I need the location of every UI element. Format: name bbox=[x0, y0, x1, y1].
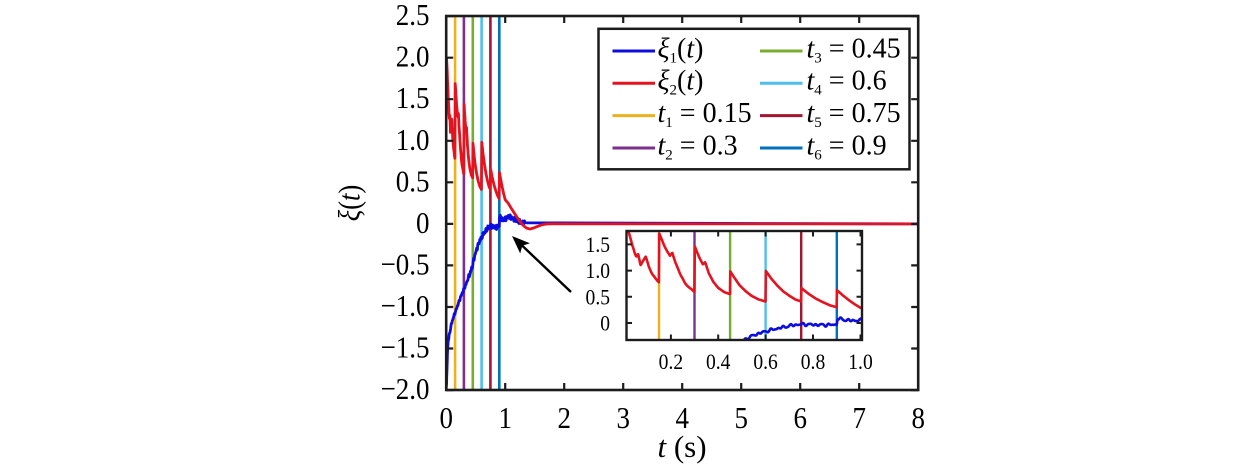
svg-text:0: 0 bbox=[600, 310, 610, 336]
svg-text:t3 = 0.45: t3 = 0.45 bbox=[807, 33, 901, 66]
svg-text:0.4: 0.4 bbox=[706, 349, 731, 375]
svg-text:−1.0: −1.0 bbox=[381, 289, 430, 323]
svg-text:4: 4 bbox=[675, 401, 689, 435]
svg-text:t2 = 0.3: t2 = 0.3 bbox=[658, 130, 738, 163]
svg-text:1: 1 bbox=[498, 401, 511, 435]
svg-text:−2.0: −2.0 bbox=[381, 372, 430, 406]
svg-text:1.0: 1.0 bbox=[586, 258, 610, 284]
svg-text:ξ2(t): ξ2(t) bbox=[658, 66, 704, 99]
svg-text:1.0: 1.0 bbox=[848, 349, 872, 375]
svg-text:ξ1(t): ξ1(t) bbox=[658, 33, 704, 66]
svg-text:0: 0 bbox=[416, 206, 429, 240]
svg-text:1.0: 1.0 bbox=[396, 123, 430, 157]
svg-text:1.5: 1.5 bbox=[586, 232, 610, 258]
svg-text:0.5: 0.5 bbox=[396, 165, 430, 199]
svg-text:0.8: 0.8 bbox=[801, 349, 825, 375]
svg-text:−1.5: −1.5 bbox=[381, 331, 430, 365]
svg-text:t1 = 0.15: t1 = 0.15 bbox=[658, 98, 752, 131]
svg-text:t5 = 0.75: t5 = 0.75 bbox=[807, 98, 901, 131]
svg-text:t4 = 0.6: t4 = 0.6 bbox=[807, 66, 887, 99]
svg-text:0.6: 0.6 bbox=[753, 349, 777, 375]
svg-text:2: 2 bbox=[557, 401, 570, 435]
svg-text:7: 7 bbox=[852, 401, 865, 435]
svg-text:8: 8 bbox=[911, 401, 924, 435]
svg-text:0.2: 0.2 bbox=[659, 349, 683, 375]
svg-text:t (s): t (s) bbox=[657, 429, 706, 464]
svg-text:0.5: 0.5 bbox=[586, 284, 610, 310]
svg-text:t6 = 0.9: t6 = 0.9 bbox=[807, 130, 887, 163]
svg-text:0: 0 bbox=[439, 401, 452, 435]
svg-text:6: 6 bbox=[793, 401, 806, 435]
svg-text:2.0: 2.0 bbox=[396, 40, 430, 74]
svg-text:ξ(t): ξ(t) bbox=[333, 185, 367, 222]
svg-text:−0.5: −0.5 bbox=[381, 248, 430, 282]
svg-text:1.5: 1.5 bbox=[396, 82, 430, 116]
svg-text:5: 5 bbox=[734, 401, 747, 435]
svg-text:3: 3 bbox=[616, 401, 629, 435]
svg-text:2.5: 2.5 bbox=[396, 0, 430, 33]
